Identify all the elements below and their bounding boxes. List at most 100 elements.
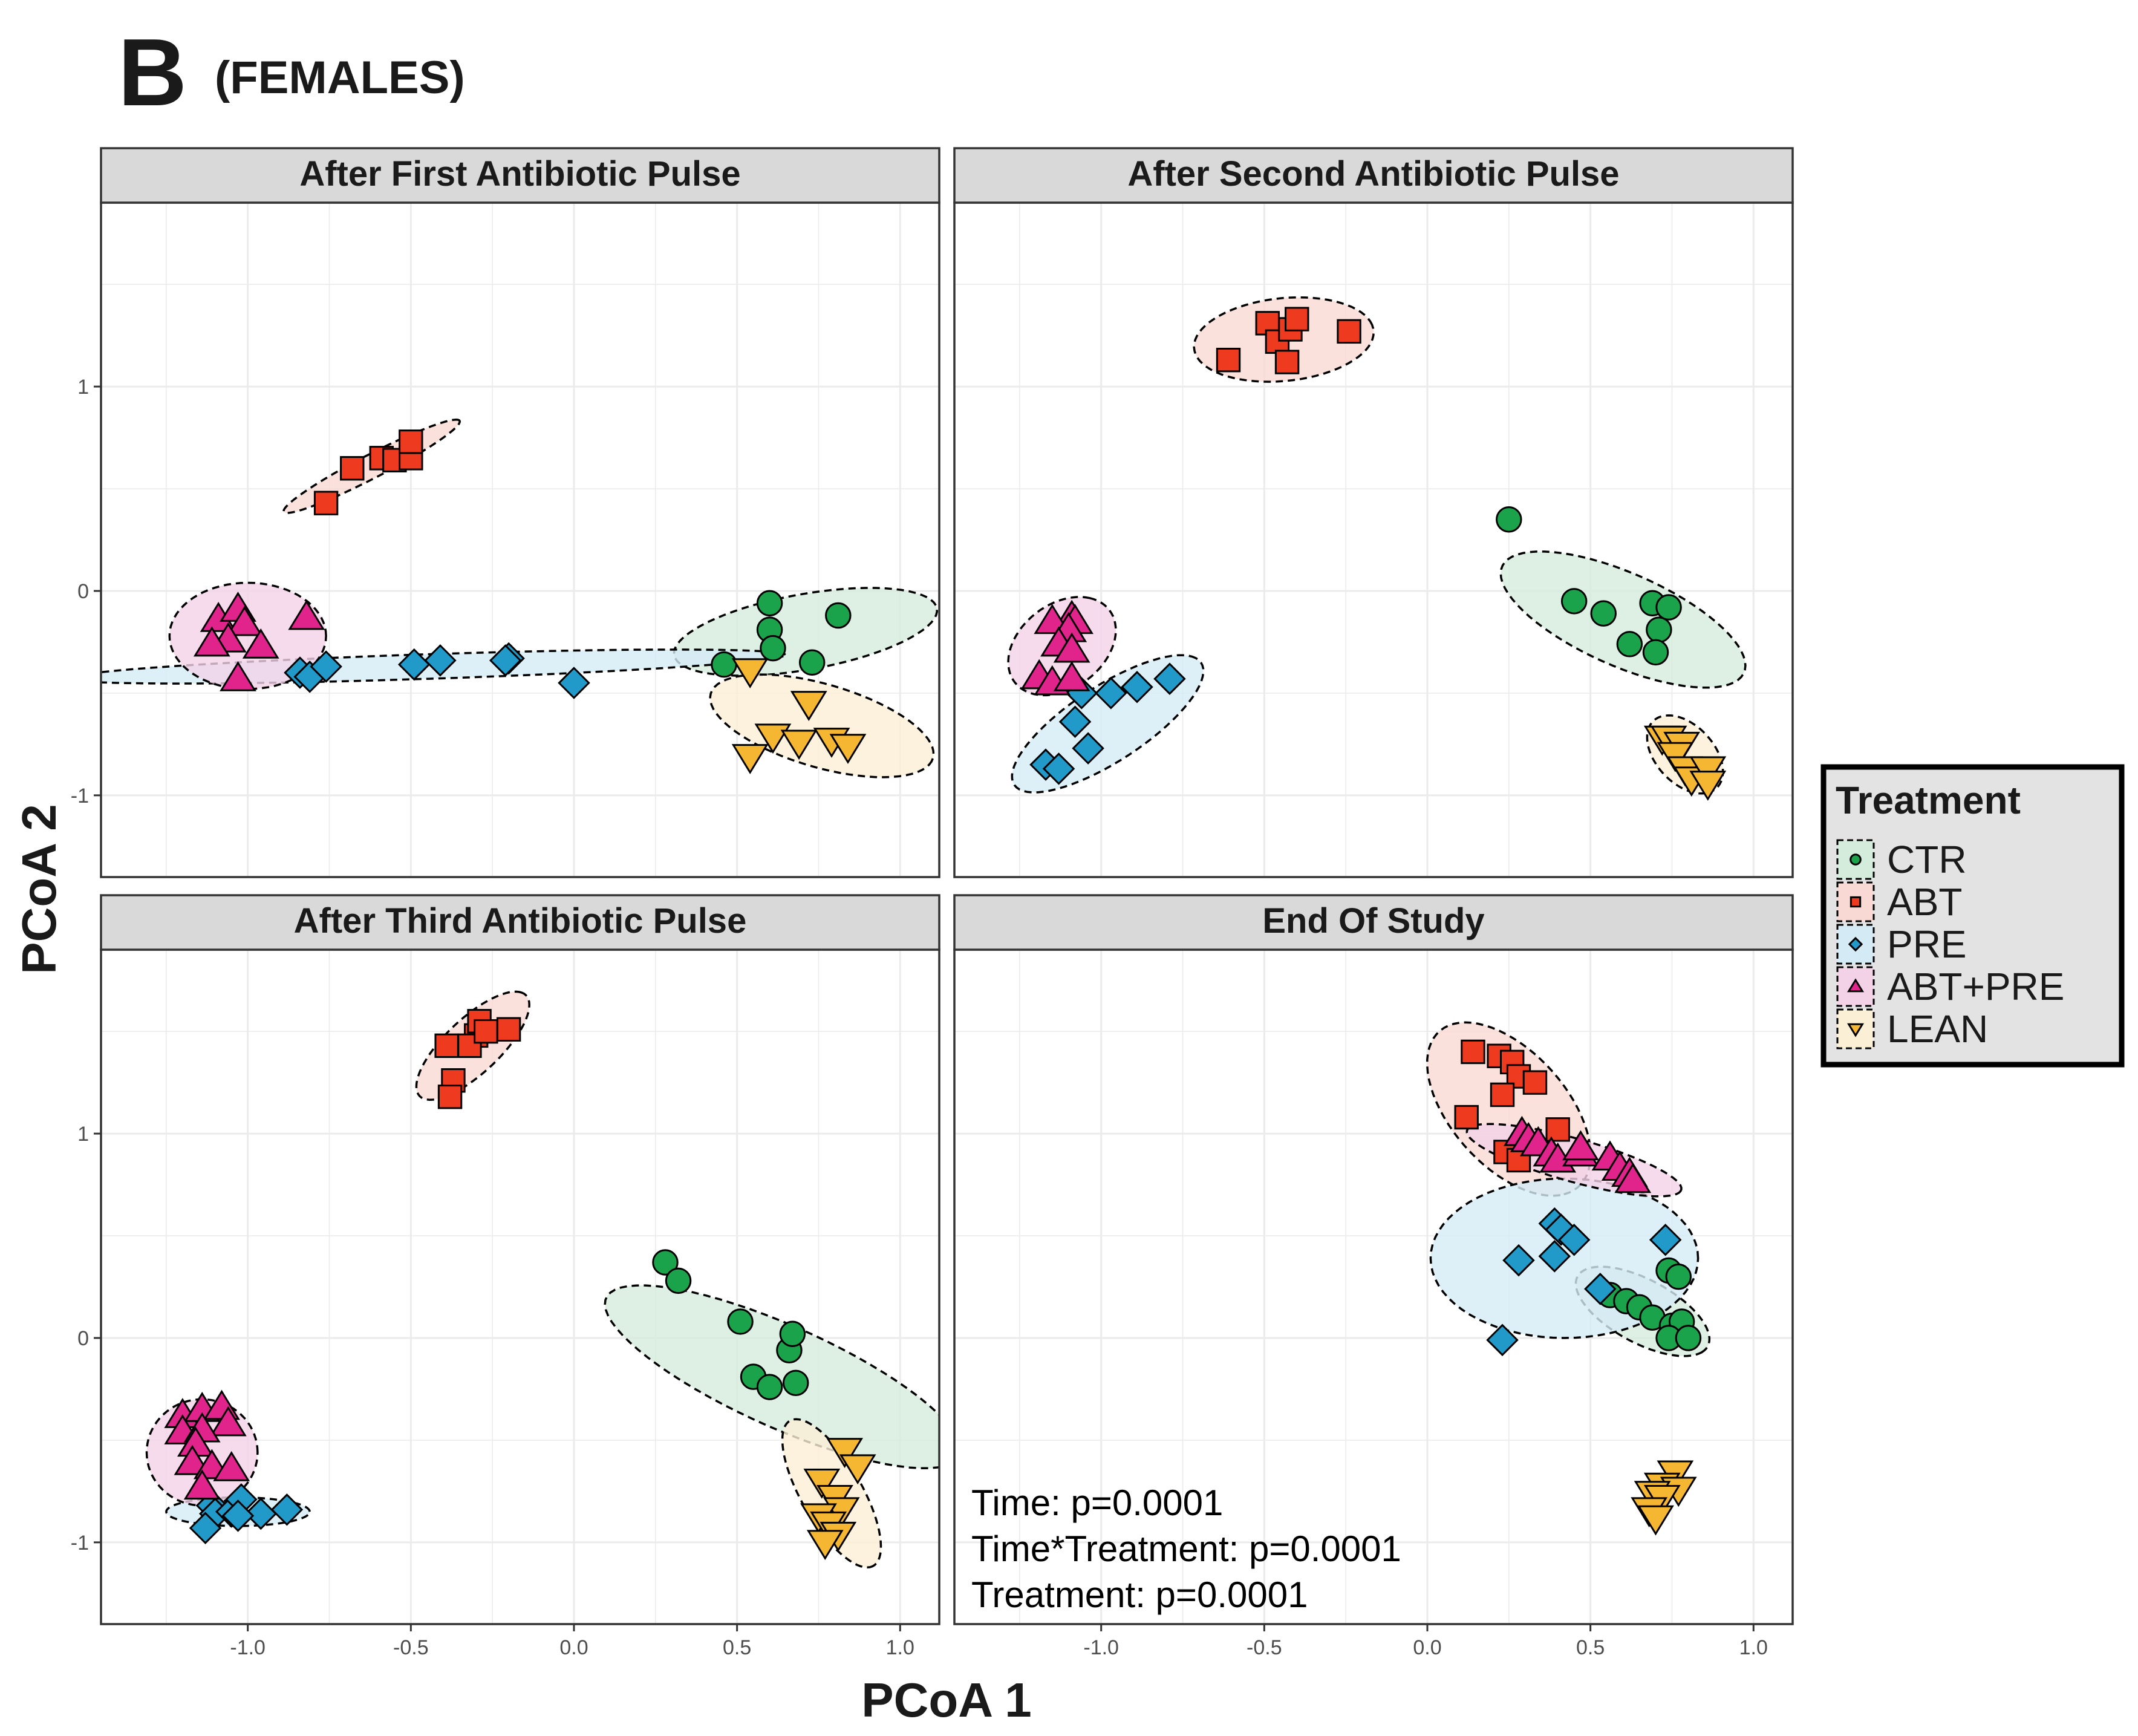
point-abt (1454, 1105, 1479, 1130)
legend-title: Treatment (1836, 778, 2021, 822)
point-lean (803, 1468, 841, 1499)
point-abt (399, 429, 423, 454)
point-abt (437, 1085, 463, 1109)
x-tick-label: -1.0 (1083, 1636, 1119, 1659)
point-abt (340, 456, 365, 481)
point-abt (1274, 350, 1300, 374)
y-axis-label: PCoA 2 (12, 804, 66, 974)
data-points (193, 429, 867, 774)
point-abt-pre (242, 628, 279, 659)
group-ellipse-ctr (1499, 550, 1747, 689)
y-tick-label: 0 (77, 1327, 89, 1350)
facet-grid: After First Antibiotic Pulse -1 0 1 After Se… (71, 147, 1794, 1659)
facet-strip (100, 894, 940, 951)
point-pre (244, 1497, 278, 1530)
stat-annotation: Time*Treatment: p=0.0001 (971, 1529, 1401, 1569)
point-lean (780, 729, 818, 760)
point-ctr (1675, 1325, 1702, 1351)
legend-marker-ctr (1850, 853, 1862, 866)
point-lean (1637, 1505, 1674, 1536)
point-pre (1058, 705, 1092, 738)
point-abt-pre (226, 605, 263, 636)
legend-marker-lean (1846, 1023, 1865, 1037)
x-tick-label: 0.5 (1576, 1636, 1605, 1659)
point-lean (829, 734, 867, 765)
point-pre (1072, 732, 1104, 765)
legend-marker-abt (1850, 896, 1862, 908)
point-pre (1486, 1323, 1519, 1357)
legend-marker-abt-pre (1846, 978, 1865, 993)
point-lean (839, 1454, 876, 1485)
y-tick-label: -1 (71, 785, 89, 808)
point-pre (489, 644, 522, 677)
legend-label: PRE (1887, 922, 1967, 966)
point-abt (1461, 1039, 1485, 1065)
point-ctr (798, 649, 826, 676)
point-abt-pre (1614, 1163, 1652, 1193)
point-pre (310, 650, 342, 683)
facet-panel: After Second Antibiotic Pulse (953, 147, 1794, 878)
point-abt-pre (220, 661, 256, 691)
point-ctr (652, 1249, 679, 1276)
point-lean (731, 658, 769, 689)
point-abt (434, 1033, 459, 1059)
x-tick-label: -1.0 (230, 1636, 266, 1659)
x-tick-label: 0.0 (1413, 1636, 1441, 1659)
point-abt-pre (1562, 1130, 1599, 1161)
point-pre (270, 1493, 304, 1526)
point-abt-pre (193, 626, 230, 657)
y-tick-label: 1 (77, 376, 89, 399)
panel-letter: B (118, 19, 187, 126)
stat-annotation: Time: p=0.0001 (971, 1483, 1223, 1523)
legend-label: LEAN (1887, 1007, 1988, 1051)
panel-subtitle: (FEMALES) (215, 52, 465, 103)
legend-item: CTR (1836, 838, 1967, 881)
point-pre (189, 1512, 222, 1544)
stat-annotation: Treatment: p=0.0001 (971, 1574, 1308, 1615)
legend-marker-pre (1848, 936, 1863, 952)
legend-item: PRE (1836, 922, 1967, 966)
y-tick-label: 0 (77, 580, 89, 603)
x-tick-label: 1.0 (1739, 1636, 1768, 1659)
facet-panel: End Of Study -1.0 -0.5 0.0 0.5 1.0 Time: p=0.0… (953, 894, 1794, 1659)
x-axis-label: PCoA 1 (861, 1673, 1032, 1727)
legend-item: ABT (1836, 880, 1962, 924)
facet-title: After Second Antibiotic Pulse (1127, 154, 1619, 194)
y-tick-label: -1 (71, 1532, 89, 1555)
point-lean (731, 744, 769, 774)
plot-background (101, 203, 939, 877)
facet-panel: After Third Antibiotic Pulse -1 0 1 -1.0 -0.5… (71, 894, 940, 1659)
point-pre (221, 1499, 255, 1532)
point-lean (1689, 771, 1727, 801)
point-ctr (779, 1320, 806, 1347)
point-pre (1557, 1224, 1591, 1256)
point-abt (1285, 307, 1309, 331)
point-lean (826, 1438, 863, 1469)
point-abt (474, 1019, 498, 1044)
point-lean (806, 1530, 844, 1561)
facet-strip (953, 894, 1794, 951)
facet-title: End Of Study (1262, 901, 1484, 941)
point-ctr (1560, 588, 1588, 615)
facet-title: After First Antibiotic Pulse (299, 154, 740, 194)
point-lean (754, 723, 792, 754)
data-points (164, 1009, 876, 1561)
point-ctr (665, 1267, 692, 1294)
point-abt-pre (174, 1444, 211, 1475)
point-pre (1538, 1240, 1571, 1273)
point-ctr (760, 635, 786, 662)
point-pre (424, 644, 457, 677)
facet-panel: After First Antibiotic Pulse -1 0 1 (71, 147, 940, 878)
x-tick-label: 1.0 (886, 1636, 914, 1659)
point-ctr (1496, 506, 1522, 533)
x-tick-label: -0.5 (1247, 1636, 1282, 1659)
point-abt-pre (1053, 661, 1090, 691)
point-abt (1545, 1117, 1570, 1142)
point-abt-pre (183, 1469, 221, 1500)
facet-title: After Third Antibiotic Pulse (294, 901, 747, 941)
point-pre (1649, 1224, 1682, 1256)
point-pre (1121, 671, 1153, 703)
point-lean (790, 691, 827, 722)
